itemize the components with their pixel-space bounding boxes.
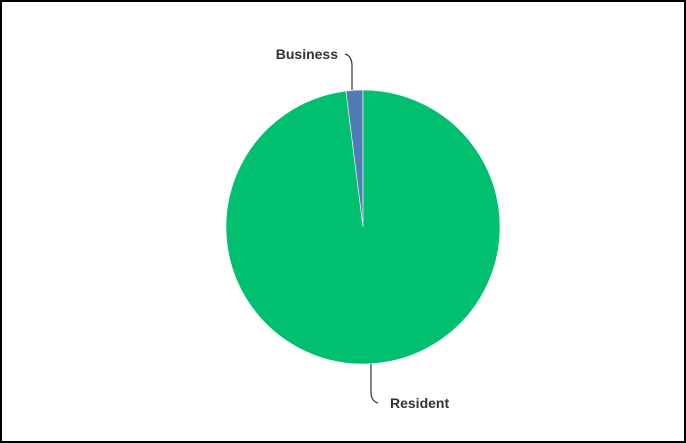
leader-line-business	[344, 53, 353, 90]
pie-slice-resident	[225, 89, 501, 365]
pie-slices	[225, 89, 501, 365]
leader-line-resident	[370, 364, 379, 404]
slice-label-business: Business	[276, 46, 338, 62]
slice-label-resident: Resident	[390, 395, 449, 411]
